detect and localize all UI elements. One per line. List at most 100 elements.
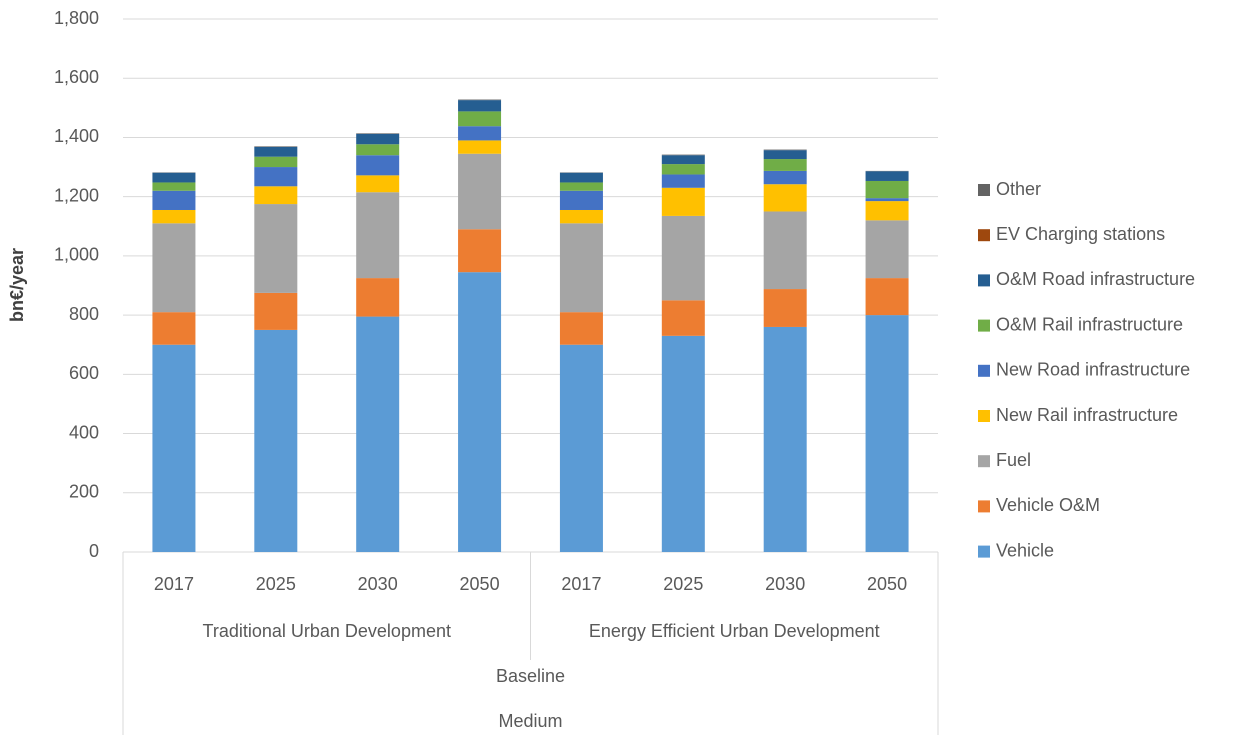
y-tick-label: 1,800 xyxy=(54,8,99,28)
bar-segment xyxy=(763,149,807,151)
x-tick-label: 2050 xyxy=(867,574,907,594)
bar-segment xyxy=(254,146,298,147)
bar-segment xyxy=(661,174,705,188)
y-tick-label: 1,400 xyxy=(54,126,99,146)
group-label: Energy Efficient Urban Development xyxy=(589,621,880,641)
legend-label: New Rail infrastructure xyxy=(996,405,1178,425)
legend-swatch xyxy=(978,184,990,196)
legend-swatch xyxy=(978,500,990,513)
bar-segment xyxy=(254,292,298,330)
bar-segment xyxy=(356,133,400,145)
bar-segment xyxy=(559,223,603,313)
bar-segment xyxy=(356,278,400,317)
legend-label: Other xyxy=(996,179,1041,199)
bar-segment xyxy=(763,150,807,160)
bar-segment xyxy=(763,184,807,212)
legend-label: O&M Rail infrastructure xyxy=(996,314,1183,334)
bar-segment xyxy=(559,172,603,183)
bar-segment xyxy=(152,209,196,224)
bar-segment xyxy=(254,329,298,552)
legend-swatch xyxy=(978,274,990,287)
bar-segment xyxy=(865,198,909,202)
bar-segment xyxy=(152,172,196,183)
bar-segment xyxy=(254,156,298,168)
bar-segment xyxy=(152,190,196,210)
legend-swatch xyxy=(978,545,990,558)
bar-segment xyxy=(661,154,705,156)
legend-label: O&M Road infrastructure xyxy=(996,269,1195,289)
bar-segment xyxy=(661,164,705,175)
y-tick-label: 200 xyxy=(69,482,99,502)
bar-segment xyxy=(152,312,196,345)
bar-segment xyxy=(763,211,807,290)
bar-segment xyxy=(458,272,502,552)
bar-segment xyxy=(356,175,400,193)
x-tick-label: 2025 xyxy=(663,574,703,594)
bar-segment xyxy=(152,344,196,552)
bar-segment xyxy=(559,209,603,224)
legend-swatch xyxy=(978,229,990,242)
group-label: Medium xyxy=(498,711,562,731)
legend-swatch xyxy=(978,364,990,377)
y-tick-label: 0 xyxy=(89,541,99,561)
bar-segment xyxy=(763,170,807,185)
bar-segment xyxy=(356,155,400,176)
bar-segment xyxy=(763,159,807,171)
bar-segment xyxy=(865,278,909,316)
bar-segment xyxy=(763,289,807,327)
bar-segment xyxy=(152,182,196,191)
bar-segment xyxy=(254,167,298,187)
y-axis-label: bn€/year xyxy=(7,248,27,322)
x-tick-label: 2030 xyxy=(358,574,398,594)
legend-label: New Road infrastructure xyxy=(996,360,1190,380)
bar-segment xyxy=(356,316,400,552)
bar-segment xyxy=(559,190,603,210)
bar-segment xyxy=(458,140,502,154)
bar-segment xyxy=(559,182,603,191)
legend-label: Fuel xyxy=(996,450,1031,470)
bar-segment xyxy=(458,99,502,101)
y-tick-label: 1,200 xyxy=(54,185,99,205)
legend-label: Vehicle xyxy=(996,540,1054,560)
bar-segment xyxy=(559,344,603,552)
bar-segment xyxy=(865,171,909,181)
bar-segment xyxy=(356,144,400,156)
y-tick-label: 800 xyxy=(69,304,99,324)
group-label: Baseline xyxy=(496,666,565,686)
bar-segment xyxy=(254,186,298,205)
bar-segment xyxy=(763,326,807,552)
bar-segment xyxy=(865,315,909,552)
legend-label: Vehicle O&M xyxy=(996,495,1100,515)
x-tick-label: 2017 xyxy=(561,574,601,594)
bar-segment xyxy=(661,300,705,336)
bar-segment xyxy=(458,100,502,112)
x-tick-label: 2025 xyxy=(256,574,296,594)
bar-segment xyxy=(458,229,502,273)
legend-swatch xyxy=(978,410,990,422)
y-tick-label: 1,000 xyxy=(54,245,99,265)
x-tick-label: 2030 xyxy=(765,574,805,594)
bar-segment xyxy=(458,111,502,127)
bar-segment xyxy=(661,335,705,552)
bar-segment xyxy=(661,215,705,301)
bar-segment xyxy=(356,133,400,134)
bar-segment xyxy=(254,204,298,293)
bar-segment xyxy=(661,187,705,216)
bar-segment xyxy=(458,126,502,141)
x-tick-label: 2050 xyxy=(460,574,500,594)
y-tick-label: 600 xyxy=(69,363,99,383)
legend-label: EV Charging stations xyxy=(996,224,1165,244)
bar-segment xyxy=(458,153,502,230)
bar-segment xyxy=(865,220,909,279)
legend-swatch xyxy=(978,319,990,332)
legend-swatch xyxy=(978,455,990,468)
bar-segment xyxy=(559,312,603,345)
bar-segment xyxy=(254,146,298,157)
bar-segment xyxy=(356,192,400,279)
x-tick-label: 2017 xyxy=(154,574,194,594)
bar-segment xyxy=(661,155,705,165)
group-label: Traditional Urban Development xyxy=(203,621,451,641)
bar-segment xyxy=(152,223,196,313)
y-tick-label: 1,600 xyxy=(54,67,99,87)
